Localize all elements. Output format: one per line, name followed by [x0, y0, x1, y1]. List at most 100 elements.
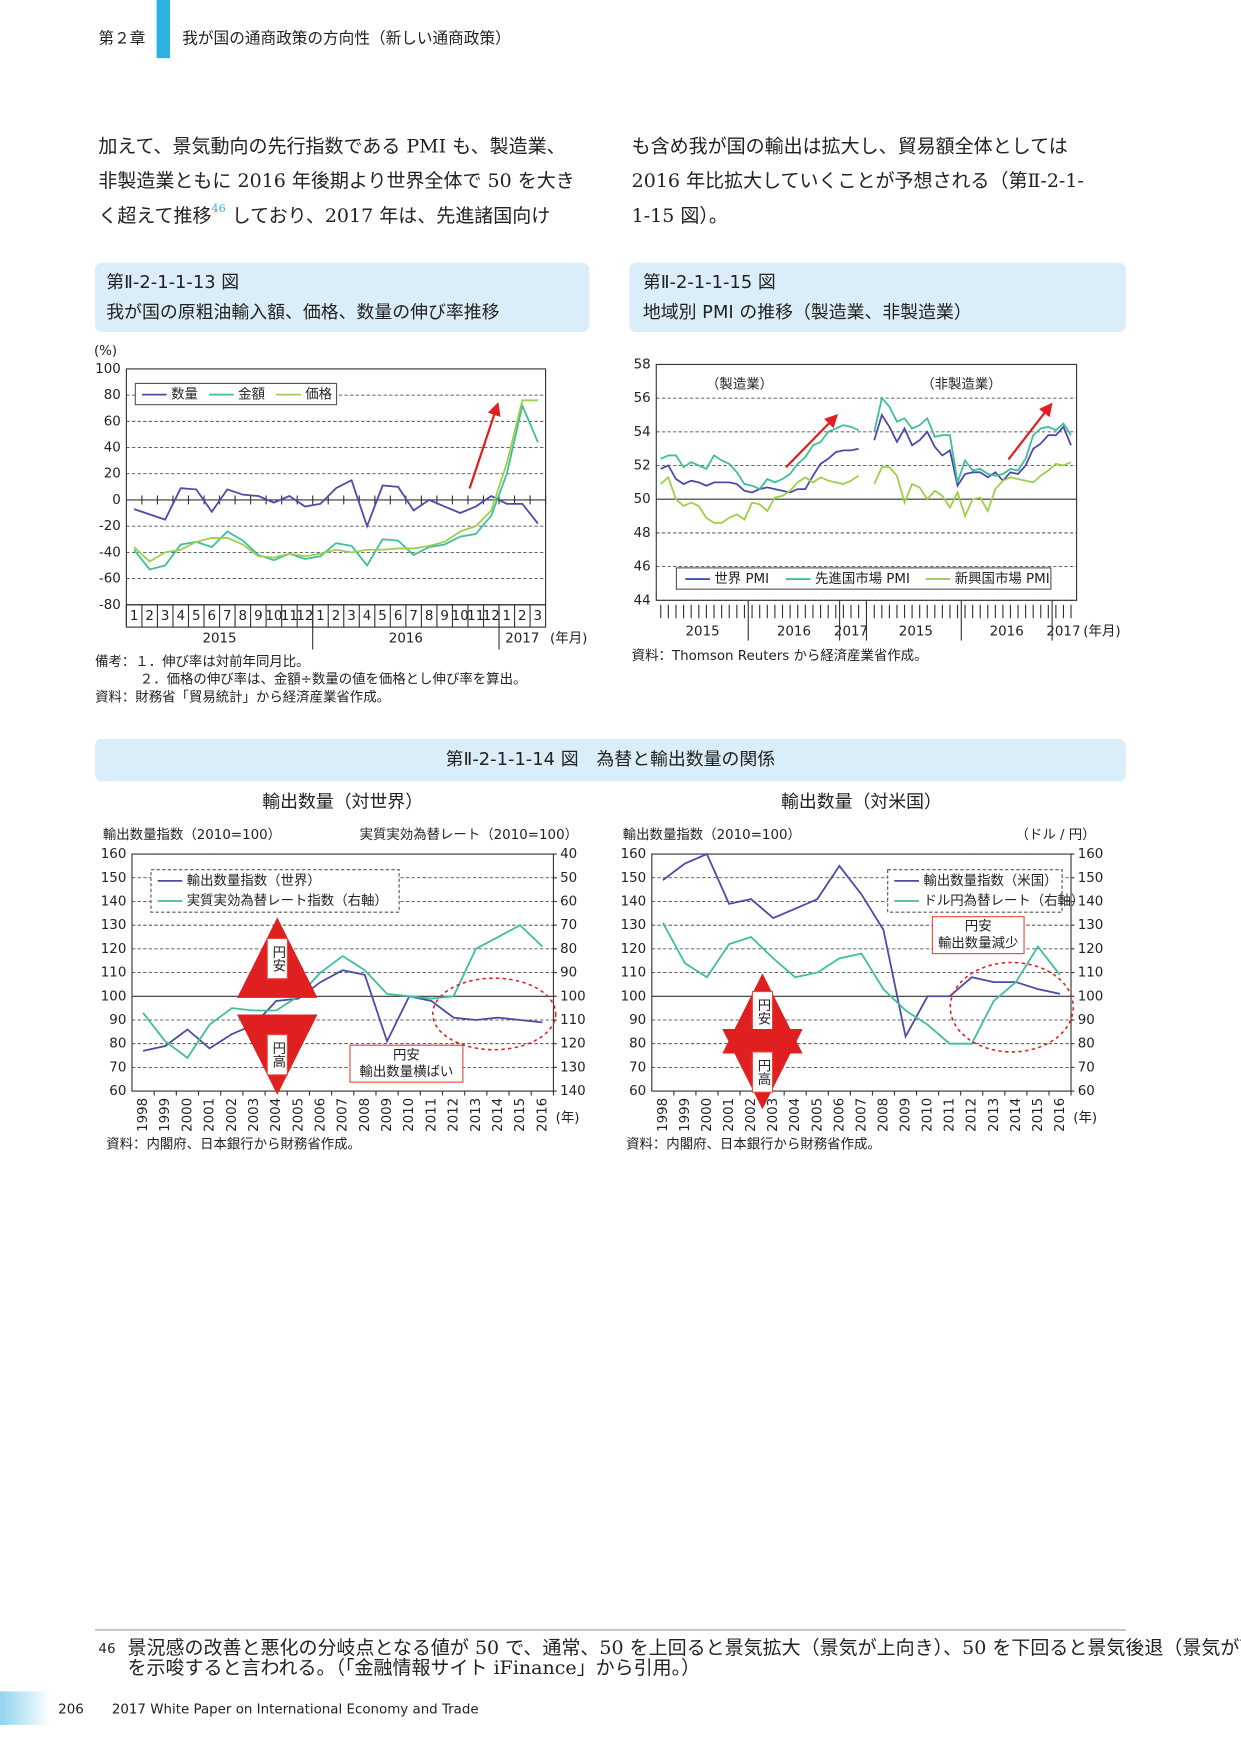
x-tick-label: 8 [425, 609, 434, 624]
x-tick-label: 2004 [269, 1098, 284, 1132]
y-axis-label: 輸出数量指数（2010=100） [623, 827, 801, 843]
series-line [662, 852, 1061, 1040]
x-tick-label: 2006 [832, 1098, 847, 1132]
y-tick-label: 52 [634, 459, 651, 474]
y-tick-label: 58 [634, 357, 651, 372]
year-label: 2016 [389, 631, 423, 646]
y-tick-label: 150 [101, 871, 127, 886]
annotation-box [931, 916, 1025, 955]
y-tick-label: 46 [634, 560, 651, 575]
annotation-box [349, 1044, 464, 1083]
y2-tick-label: 140 [560, 1084, 586, 1099]
x-tick-label: 1999 [678, 1098, 693, 1132]
series-line [660, 447, 859, 494]
series-line [660, 474, 860, 524]
footnote-text: を示唆すると言われる。（「金融情報サイト iFinance」から引用。） [128, 1657, 701, 1679]
x-tick-label: 1999 [158, 1098, 173, 1132]
legend-box [134, 382, 338, 406]
x-tick-label: 2 [518, 609, 527, 624]
y-tick-label: 44 [634, 593, 651, 608]
x-tick-label: 4 [176, 609, 185, 624]
figure-title: 地域別 PMI の推移（製造業、非製造業） [643, 302, 972, 323]
body-line: 2016 年比拡大していくことが予想される（第Ⅱ-2-1- [632, 170, 1084, 192]
y-tick-label: 120 [101, 942, 127, 957]
x-tick-label: 7 [223, 609, 232, 624]
y2-tick-label: 70 [1078, 1060, 1095, 1075]
legend-label: 数量 [171, 387, 198, 403]
y2-tick-label: 80 [1078, 1037, 1095, 1052]
y-tick-label: -40 [99, 545, 121, 560]
legend-label: 実質実効為替レート指数（右軸） [187, 893, 388, 909]
y-tick-label: 56 [634, 391, 651, 406]
y-tick-label: 100 [101, 989, 127, 1004]
x-tick-label: 1 [316, 609, 325, 624]
series-line [133, 399, 538, 563]
y-tick-label: 100 [95, 362, 121, 377]
x-tick-label: 2006 [314, 1098, 329, 1132]
plot-frame [651, 853, 1072, 1092]
y2-tick-label: 110 [560, 1013, 586, 1028]
x-tick-label: 2015 [1031, 1098, 1046, 1132]
y2-tick-label: 90 [1078, 1013, 1095, 1028]
y-tick-label: 110 [101, 966, 127, 981]
chapter: 第２章 [98, 29, 145, 48]
year-label: 2015 [899, 625, 933, 640]
x-unit: (年月) [1083, 624, 1120, 640]
body-line: も含め我が国の輸出は拡大し、貿易額全体としては [632, 136, 1068, 158]
y-tick-label: -80 [99, 598, 121, 613]
body-line: 加えて、景気動向の先行指数である PMI も、製造業、 [98, 136, 565, 158]
x-tick-label: 2000 [180, 1098, 195, 1132]
x-tick-label: 3 [534, 609, 543, 624]
annotation-arrow [785, 413, 839, 469]
y-tick-label: 40 [104, 441, 121, 456]
x-tick-label: 11 [467, 609, 484, 624]
figure-number: 第Ⅱ-2-1-1-13 図 [106, 272, 239, 293]
legend-label: 輸出数量指数（世界） [187, 873, 321, 889]
x-tick-label: 2 [332, 609, 341, 624]
note: 資料：Thomson Reuters から経済産業省作成。 [632, 648, 928, 664]
series-line [873, 461, 1072, 519]
y2-tick-label: 50 [560, 871, 577, 886]
x-tick-label: 2011 [424, 1098, 439, 1132]
y2-tick-label: 90 [560, 966, 577, 981]
y2-tick-label: 150 [1078, 871, 1104, 886]
body-line: 1-15 図）。 [632, 205, 728, 227]
series-line [660, 424, 859, 491]
x-tick-label: 2007 [336, 1098, 351, 1132]
x-tick-label: 2012 [965, 1098, 980, 1132]
x-tick-label: 2002 [225, 1098, 240, 1132]
x-tick-label: 2002 [744, 1098, 759, 1132]
x-tick-label: 2011 [943, 1098, 958, 1132]
footer-title: 2017 White Paper on International Econom… [112, 1702, 479, 1717]
x-tick-label: 6 [394, 609, 403, 624]
annotation-text: 輸出数量横ばい [359, 1064, 453, 1080]
y2-tick-label: 100 [1078, 989, 1104, 1004]
x-tick-label: 2001 [203, 1098, 218, 1132]
source-note: 資料：内閣府、日本銀行から財務省作成。 [626, 1137, 881, 1153]
annotation-text: 円安 [393, 1047, 420, 1063]
x-tick-label: 7 [409, 609, 418, 624]
x-tick-label: 1 [130, 609, 139, 624]
y-tick-label: 160 [101, 847, 127, 862]
y-tick-label: 160 [621, 847, 647, 862]
y-tick-label: -20 [99, 519, 121, 534]
y-tick-label: 90 [109, 1013, 126, 1028]
x-tick-label: 2013 [987, 1098, 1002, 1132]
x-tick-label: 1998 [656, 1098, 671, 1132]
figure-number: 第Ⅱ-2-1-1-14 図 為替と輸出数量の関係 [446, 749, 776, 770]
y-tick-label: 0 [112, 493, 121, 508]
year-label: 2017 [505, 631, 539, 646]
header-title: 我が国の通商政策の方向性（新しい通商政策） [182, 29, 510, 48]
x-tick-label: 2005 [291, 1098, 306, 1132]
x-tick-label: 2013 [469, 1098, 484, 1132]
x-tick-label: 3 [347, 609, 356, 624]
x-tick-label: 2016 [1053, 1098, 1068, 1132]
y-tick-label: 70 [629, 1060, 646, 1075]
x-tick-label: 9 [440, 609, 449, 624]
footer-band [0, 1691, 51, 1725]
y2-tick-label: 120 [1078, 942, 1104, 957]
y-axis-label: 輸出数量指数（2010=100） [103, 827, 281, 843]
footnote-number: 46 [98, 1642, 115, 1657]
y-tick-label: 150 [621, 871, 647, 886]
